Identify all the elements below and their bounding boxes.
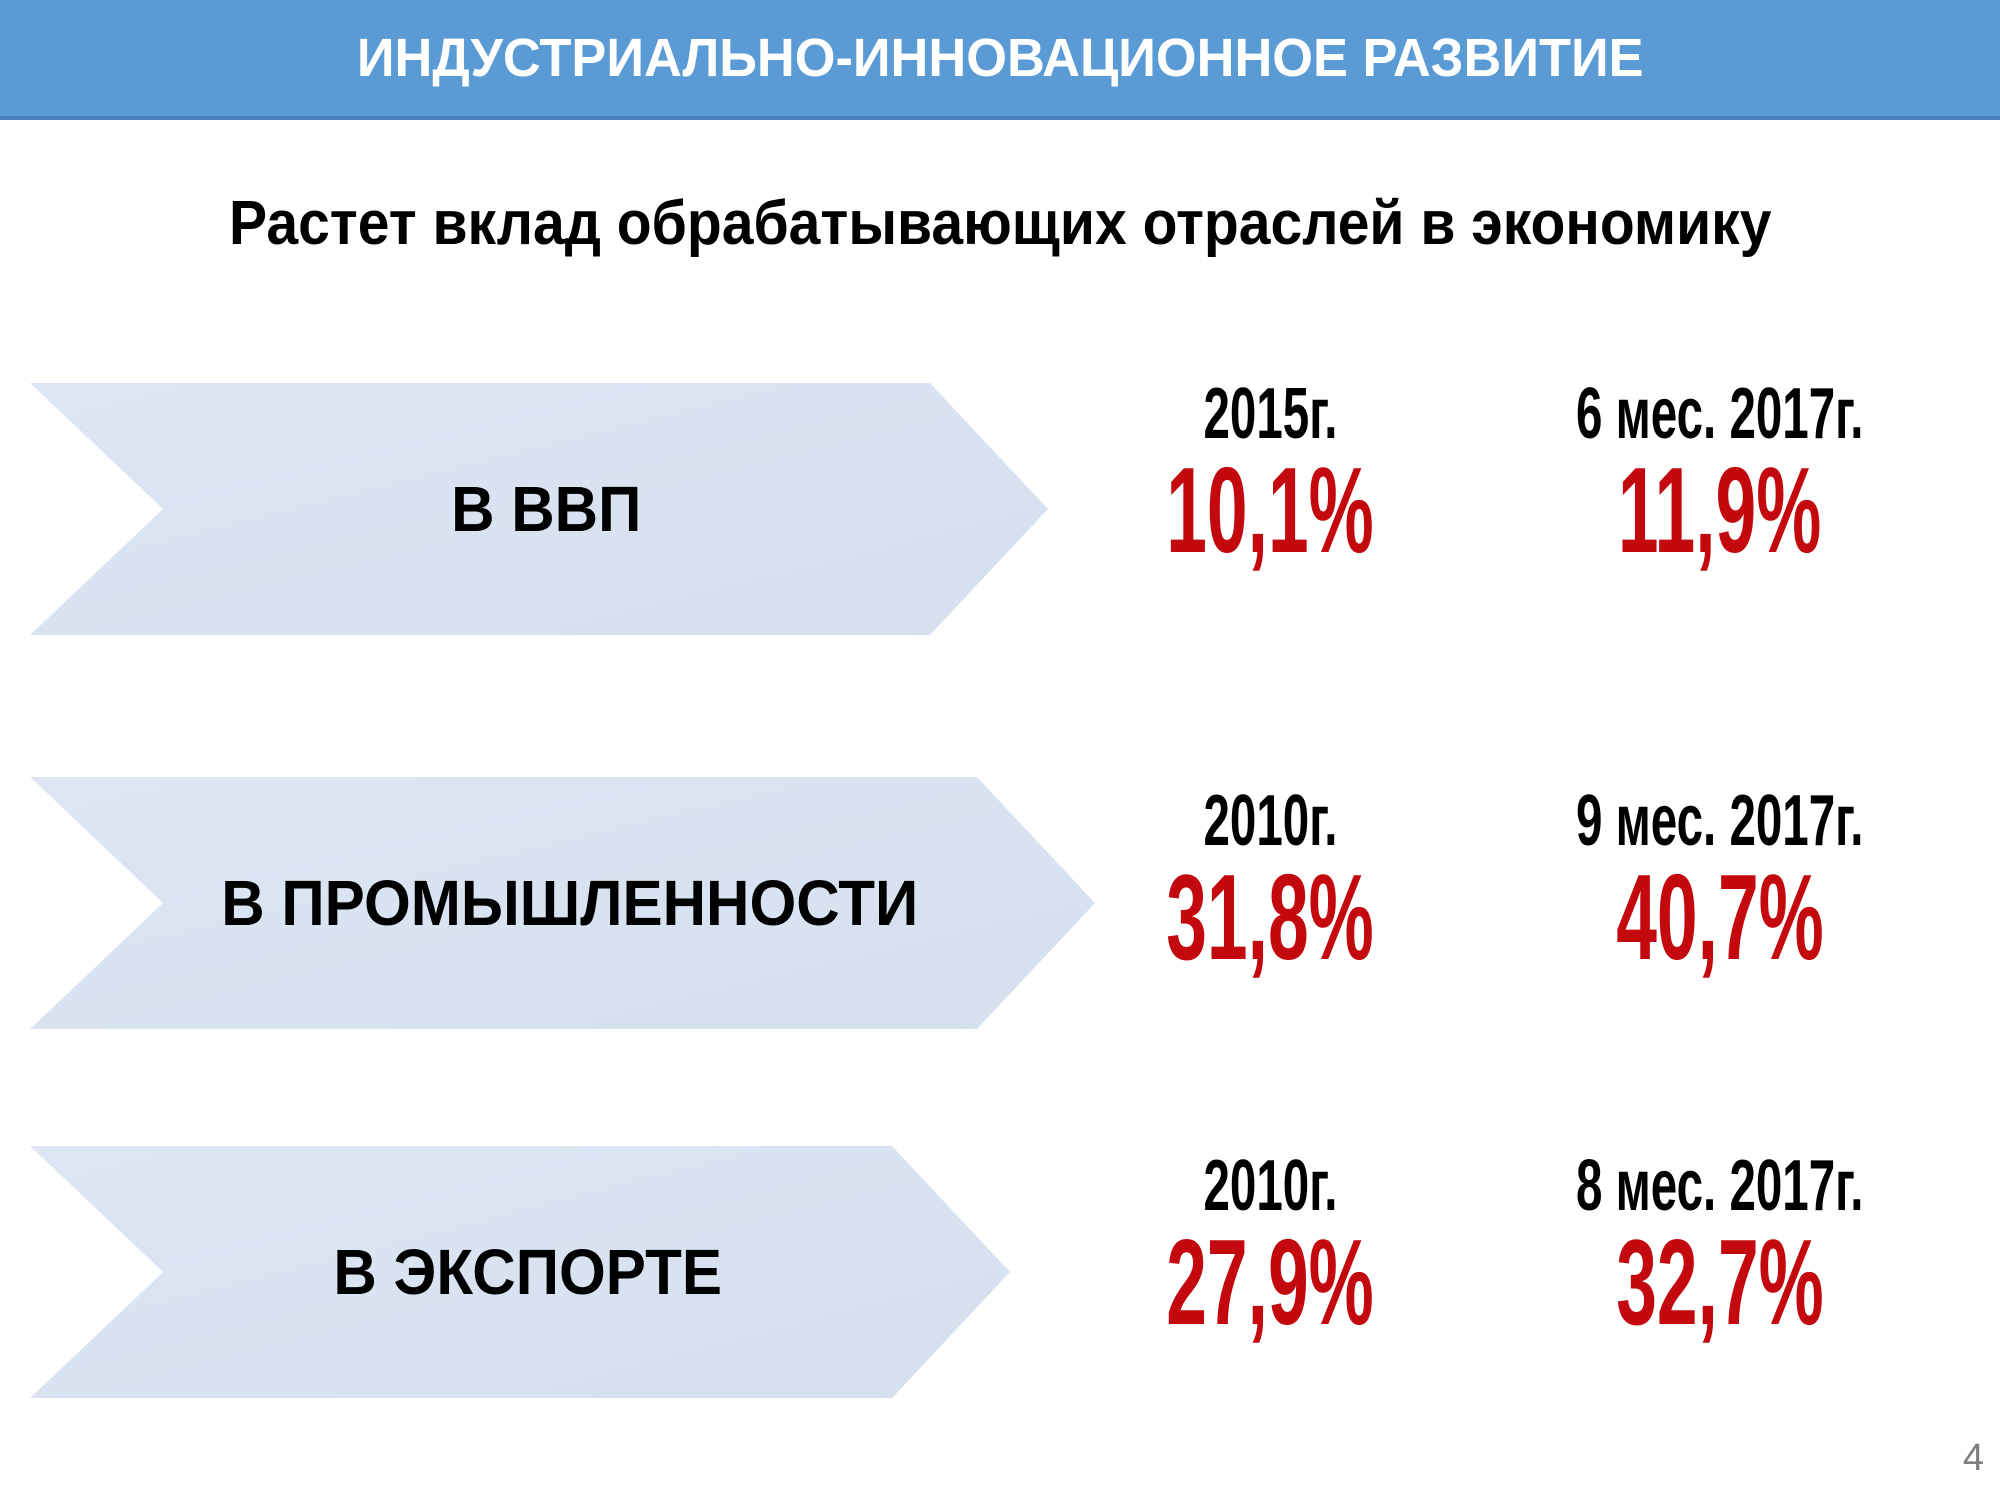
arrow-label-box: В ВВП [163, 383, 930, 635]
stat-export-2017: 8 мес. 2017г. 32,7% [1490, 1146, 1950, 1350]
chevron-arrow-icon [30, 1146, 1010, 1398]
stat-period: 2010г. [1203, 1146, 1337, 1226]
stat-export-2010: 2010г. 27,9% [1040, 1146, 1500, 1350]
stat-value: 11,9% [1618, 442, 1822, 578]
stat-value: 40,7% [1616, 849, 1824, 985]
arrow-label-box: В ПРОМЫШЛЕННОСТИ [163, 777, 977, 1029]
arrow-label-export: В ЭКСПОРТЕ [333, 1236, 722, 1308]
stat-value: 32,7% [1616, 1214, 1824, 1350]
stat-gdp-2015: 2015г. 10,1% [1040, 374, 1500, 578]
header-title: ИНДУСТРИАЛЬНО-ИННОВАЦИОННОЕ РАЗВИТИЕ [356, 28, 1644, 88]
stat-value: 10,1% [1166, 442, 1374, 578]
slide-title-text: Растет вклад обрабатывающих отраслей в э… [228, 189, 1772, 258]
arrow-label-box: В ЭКСПОРТЕ [163, 1146, 892, 1398]
stat-period: 9 мес. 2017г. [1576, 781, 1864, 861]
arrow-label-gdp: В ВВП [451, 473, 642, 545]
stat-period: 8 мес. 2017г. [1576, 1146, 1864, 1226]
stat-period: 2010г. [1203, 781, 1337, 861]
arrow-shape-industry: В ПРОМЫШЛЕННОСТИ [30, 777, 1095, 1029]
page-number: 4 [1962, 1437, 1984, 1479]
stat-value: 31,8% [1166, 849, 1374, 985]
arrow-shape-gdp: В ВВП [30, 383, 1048, 635]
stat-period: 2015г. [1203, 374, 1337, 454]
chevron-arrow-icon [30, 777, 1095, 1029]
chevron-arrow-icon [30, 383, 1048, 635]
slide-title: Растет вклад обрабатывающих отраслей в э… [0, 188, 2000, 259]
header-banner: ИНДУСТРИАЛЬНО-ИННОВАЦИОННОЕ РАЗВИТИЕ [0, 0, 2000, 120]
stat-industry-2017: 9 мес. 2017г. 40,7% [1490, 781, 1950, 985]
arrow-shape-export: В ЭКСПОРТЕ [30, 1146, 1010, 1398]
stat-value: 27,9% [1166, 1214, 1374, 1350]
stat-gdp-2017: 6 мес. 2017г. 11,9% [1490, 374, 1950, 578]
stat-period: 6 мес. 2017г. [1576, 374, 1864, 454]
arrow-label-industry: В ПРОМЫШЛЕННОСТИ [221, 867, 919, 939]
stat-industry-2010: 2010г. 31,8% [1040, 781, 1500, 985]
